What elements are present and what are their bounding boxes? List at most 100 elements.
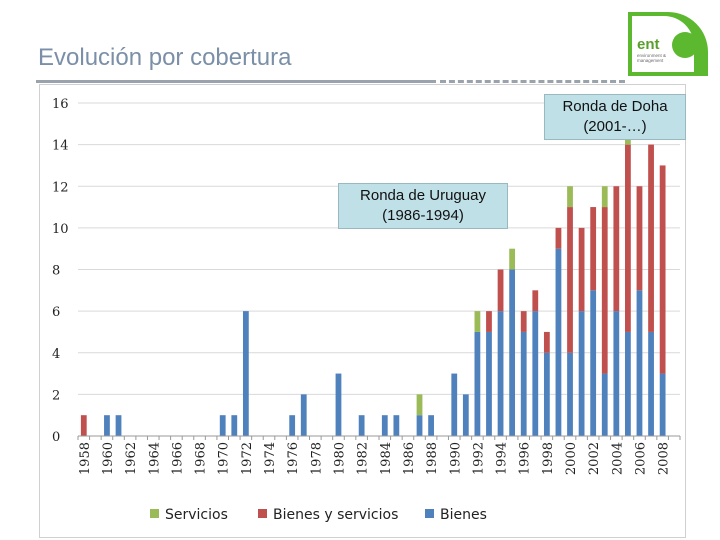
bar-bienes-1993 bbox=[486, 331, 492, 436]
bars bbox=[80, 123, 666, 436]
x-tick-label-1976: 1976 bbox=[286, 442, 301, 475]
bar-bienes-2000 bbox=[567, 352, 573, 436]
bar-bienes-1980 bbox=[335, 373, 342, 436]
legend-swatch-bienes bbox=[425, 509, 434, 518]
bar-bienes_y_servicios-2001 bbox=[578, 227, 585, 312]
x-tick-label-1986: 1986 bbox=[402, 442, 417, 475]
bar-servicios-1987 bbox=[416, 394, 423, 416]
bar-bienes-1992 bbox=[474, 331, 481, 436]
bar-servicios-2003 bbox=[601, 186, 608, 208]
x-tick-label-1998: 1998 bbox=[541, 442, 556, 475]
bar-bienes-1985 bbox=[393, 415, 400, 436]
bar-bienes_y_servicios-2002 bbox=[590, 207, 597, 291]
title-underline bbox=[36, 80, 436, 83]
bar-bienes_y_servicios-2008 bbox=[659, 165, 666, 374]
bar-bienes-1960 bbox=[104, 415, 110, 436]
bar-bienes-1961 bbox=[115, 415, 122, 436]
x-tick-label-1992: 1992 bbox=[471, 442, 486, 475]
bar-bienes-2003 bbox=[601, 373, 608, 436]
x-tick-label-1984: 1984 bbox=[379, 442, 394, 475]
x-tick-label-1972: 1972 bbox=[240, 442, 255, 475]
bar-bienes-2008 bbox=[659, 373, 666, 436]
bar-bienes-1988 bbox=[428, 415, 434, 436]
bar-bienes-1997 bbox=[532, 311, 539, 436]
axes: 0 2 4 6 8 10 12 14 16 1958 1960 1962 1964 1966 1968 197… bbox=[52, 97, 681, 475]
bar-bienes-1976 bbox=[289, 415, 296, 436]
bar-bienes-1990 bbox=[451, 373, 458, 436]
bar-bienes_y_servicios-1998 bbox=[543, 331, 550, 353]
doha-round-line-2: (2001-…) bbox=[583, 118, 647, 135]
bar-bienes-1977 bbox=[300, 394, 307, 436]
bar-bienes-1984 bbox=[381, 415, 388, 436]
legend-label-bienes: Bienes bbox=[440, 507, 487, 523]
legend-swatch-servicios bbox=[150, 509, 159, 518]
bar-bienes-2004 bbox=[613, 311, 620, 436]
x-tick-label-1968: 1968 bbox=[194, 442, 209, 475]
legend: Servicios Bienes y servicios Bienes bbox=[150, 507, 487, 523]
logo-subtitle: environment & management bbox=[637, 53, 667, 63]
gridlines bbox=[78, 102, 680, 395]
uruguay-round-callout: Ronda de Uruguay (1986-1994) bbox=[338, 183, 508, 229]
bar-bienes-2006 bbox=[636, 290, 643, 436]
y-tick-label-16: 16 bbox=[52, 97, 69, 112]
bar-bienes_y_servicios-1997 bbox=[532, 290, 539, 312]
x-tick-label-1974: 1974 bbox=[263, 442, 278, 475]
y-tick-label-14: 14 bbox=[52, 139, 69, 154]
slide-title: Evolución por cobertura bbox=[38, 44, 292, 71]
x-tick-label-1994: 1994 bbox=[495, 442, 510, 475]
bar-bienes-2007 bbox=[648, 331, 654, 436]
legend-label-servicios: Servicios bbox=[165, 507, 228, 523]
x-tick-label-1980: 1980 bbox=[332, 442, 347, 475]
logo-globe-icon bbox=[672, 32, 698, 58]
y-tick-label-0: 0 bbox=[52, 430, 60, 445]
doha-round-callout: Ronda de Doha (2001-…) bbox=[544, 94, 686, 140]
x-tick-label-1962: 1962 bbox=[124, 442, 139, 475]
x-tick-label-2006: 2006 bbox=[633, 442, 648, 475]
x-tick-label-1978: 1978 bbox=[309, 442, 324, 475]
bar-bienes_y_servicios-1993 bbox=[486, 311, 492, 332]
x-tick-label-1958: 1958 bbox=[78, 442, 93, 475]
x-tick-label-2002: 2002 bbox=[587, 442, 602, 475]
bar-bienes_y_servicios-2007 bbox=[648, 144, 654, 332]
x-tick-label-1988: 1988 bbox=[425, 442, 440, 475]
legend-swatch-bienes_y_servicios bbox=[258, 509, 267, 518]
bar-bienes-1970 bbox=[219, 415, 226, 436]
bar-bienes_y_servicios-1994 bbox=[497, 269, 504, 312]
bar-bienes-1995 bbox=[509, 269, 516, 436]
bar-bienes_y_servicios-1999 bbox=[555, 227, 562, 249]
y-tick-label-6: 6 bbox=[52, 305, 60, 320]
x-tick-label-1990: 1990 bbox=[448, 442, 463, 475]
x-tick-label-2000: 2000 bbox=[564, 442, 579, 475]
bar-servicios-1995 bbox=[509, 248, 516, 270]
bar-servicios-1992 bbox=[474, 311, 481, 332]
x-tick-label-2004: 2004 bbox=[610, 442, 625, 475]
x-tick-label-1964: 1964 bbox=[147, 442, 162, 475]
uruguay-round-line-1: Ronda de Uruguay bbox=[360, 187, 486, 204]
y-tick-label-8: 8 bbox=[52, 264, 60, 279]
bar-bienes-1998 bbox=[543, 352, 550, 436]
bar-bienes-1996 bbox=[520, 331, 527, 436]
uruguay-round-line-2: (1986-1994) bbox=[382, 207, 464, 224]
x-tick-label-2008: 2008 bbox=[657, 442, 672, 475]
x-tick-label-1996: 1996 bbox=[518, 442, 533, 475]
bar-bienes-1972 bbox=[242, 311, 249, 436]
title-dashed-line bbox=[440, 80, 625, 83]
y-tick-label-2: 2 bbox=[52, 388, 60, 403]
bar-bienes-1982 bbox=[358, 415, 365, 436]
x-tick-label-1966: 1966 bbox=[170, 442, 185, 475]
bar-bienes-1994 bbox=[497, 311, 504, 436]
bar-servicios-2000 bbox=[567, 186, 573, 208]
bar-bienes_y_servicios-1996 bbox=[520, 311, 527, 332]
doha-round-line-1: Ronda de Doha bbox=[562, 98, 668, 115]
legend-label-bienes_y_servicios: Bienes y servicios bbox=[273, 507, 398, 523]
bar-bienes-2005 bbox=[625, 331, 631, 436]
y-tick-label-10: 10 bbox=[52, 222, 69, 237]
bar-bienes_y_servicios-1958 bbox=[80, 415, 87, 436]
ent-logo: ent environment & management bbox=[628, 12, 708, 76]
bar-bienes-1971 bbox=[231, 415, 238, 436]
x-tick-label-1970: 1970 bbox=[217, 442, 232, 475]
bar-bienes_y_servicios-2000 bbox=[567, 207, 573, 353]
bar-bienes_y_servicios-2004 bbox=[613, 186, 620, 312]
bar-bienes-2001 bbox=[578, 311, 585, 436]
